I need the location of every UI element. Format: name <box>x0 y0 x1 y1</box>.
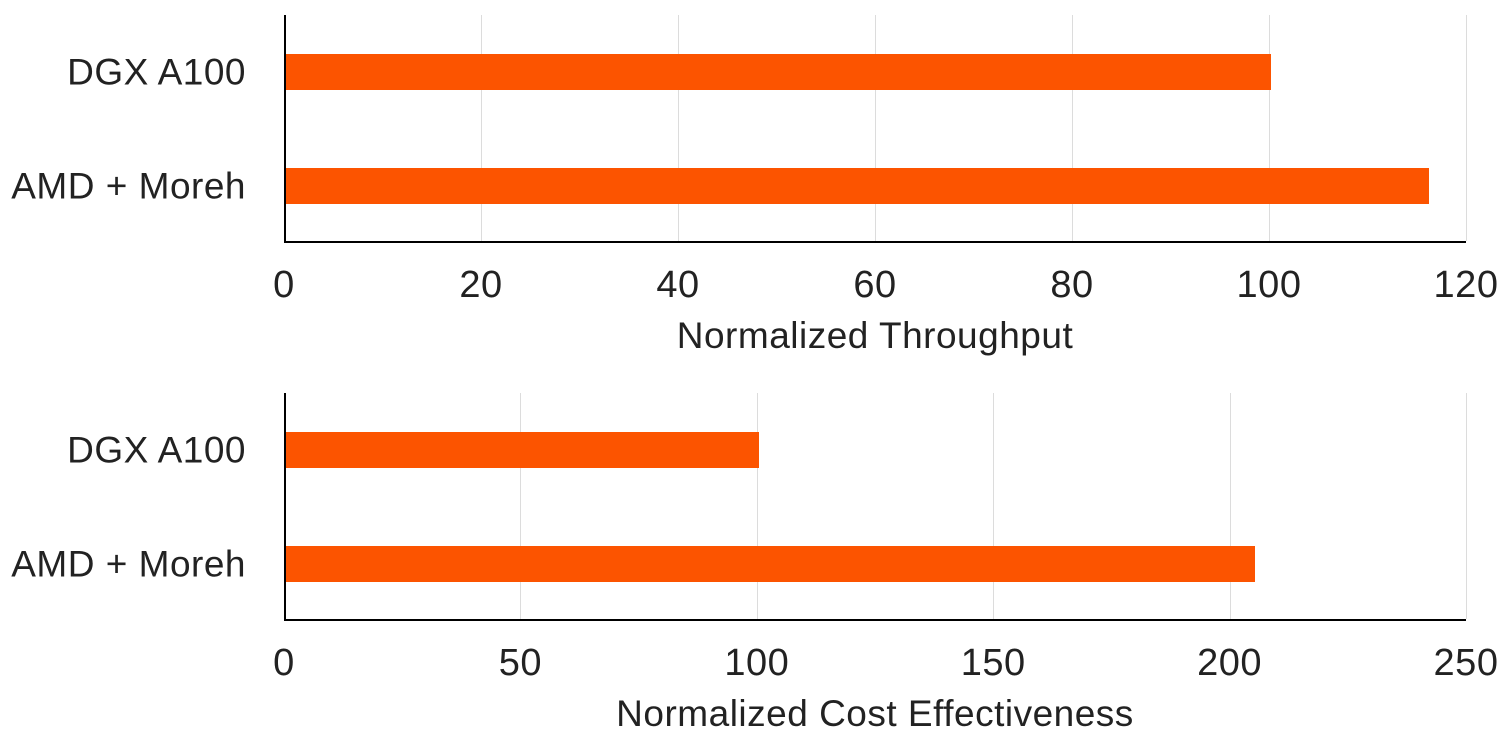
x-axis-title: Normalized Cost Effectiveness <box>616 693 1134 734</box>
gridline <box>993 393 995 619</box>
cost-effectiveness-chart: Normalized Cost Effectiveness 0 50 100 150 2… <box>0 378 1512 756</box>
bar <box>286 546 1256 582</box>
plot-area <box>284 15 1467 243</box>
category-label: AMD + Moreh <box>11 543 246 585</box>
x-tick-label: 80 <box>1050 264 1094 306</box>
gridline <box>1466 15 1467 241</box>
throughput-chart: Normalized Throughput 0 20 40 60 80 100 120 DGX… <box>11 15 1499 356</box>
x-tick-label: 200 <box>1197 642 1263 684</box>
gridline <box>1229 393 1231 619</box>
x-tick-label: 150 <box>960 642 1026 684</box>
gridline <box>678 15 679 241</box>
gridline <box>875 15 876 241</box>
x-tick-label: 50 <box>498 642 543 684</box>
x-tick-label: 40 <box>656 264 700 306</box>
x-axis-title: Normalized Throughput <box>676 315 1074 356</box>
bar <box>286 168 1429 204</box>
gridline <box>756 393 758 619</box>
bar <box>286 432 759 468</box>
category-label: DGX A100 <box>67 429 246 471</box>
gridline <box>1072 15 1073 241</box>
gridline <box>481 15 482 241</box>
x-tick-label: 0 <box>273 264 295 306</box>
x-tick-label: 250 <box>1433 642 1499 684</box>
gridline <box>1466 393 1467 619</box>
x-tick-label: 0 <box>273 642 295 684</box>
x-tick-label: 100 <box>724 642 790 684</box>
gridline <box>1269 15 1270 241</box>
plot-area <box>284 393 1467 621</box>
bar <box>286 54 1271 90</box>
category-label: AMD + Moreh <box>11 165 246 207</box>
x-tick-label: 120 <box>1433 264 1499 306</box>
x-tick-label: 100 <box>1236 264 1302 306</box>
category-label: DGX A100 <box>67 51 246 93</box>
x-tick-label: 20 <box>459 264 503 306</box>
x-tick-label: 60 <box>853 264 897 306</box>
gridline <box>520 393 522 619</box>
